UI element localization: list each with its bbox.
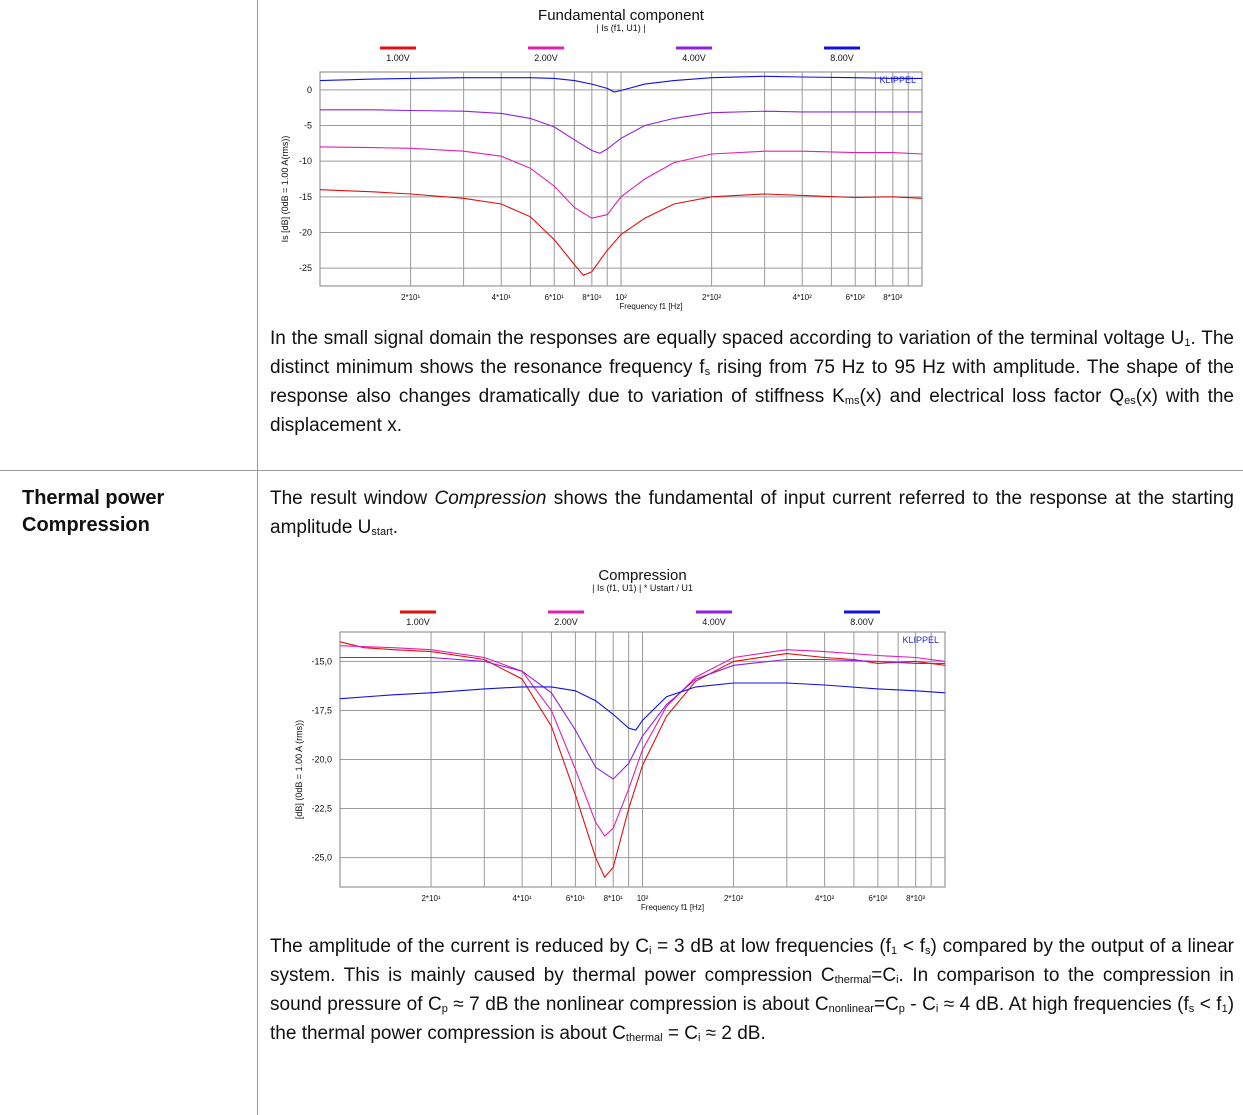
y-axis-label: [dB] (0dB = 1.00 A (rms)) [294,720,304,819]
y-tick-label: -25 [299,263,312,273]
chart-subtitle: | Is (f1, U1) | * Ustart / U1 [592,583,693,593]
text-run: ≈ 4 dB. At high frequencies (f [938,994,1188,1015]
subscript-text: ms [845,395,860,407]
y-axis-label: Is [dB] (0dB = 1.00 A(rms)) [280,136,290,243]
legend-label: 2.00V [534,53,558,63]
x-tick-label: 8*10² [883,293,902,302]
x-tick-label: 4*10² [815,894,834,903]
x-tick-label: 2*10¹ [401,293,420,302]
x-tick-label: 2*10² [702,293,721,302]
x-tick-label: 6*10¹ [545,293,564,302]
text-run: The result window [270,488,435,509]
chart-subtitle: | Is (f1, U1) | [596,23,645,33]
legend-label: 8.00V [850,617,874,627]
y-tick-label: -15 [299,192,312,202]
legend-label: 1.00V [406,617,430,627]
x-tick-label: 2*10¹ [421,894,440,903]
paragraph-compression-window: The result window Compression shows the … [270,484,1234,542]
legend-label: 4.00V [682,53,706,63]
x-tick-label: 4*10¹ [513,894,532,903]
legend-label: 4.00V [702,617,726,627]
compression-chart-svg: Compression| Is (f1, U1) | * Ustart / U1… [270,562,970,922]
section-label: Thermal power Compression [22,485,164,539]
table-row-divider [0,470,1243,471]
text-run: ≈ 7 dB the nonlinear compression is abou… [448,994,829,1015]
fundamental-component-chart-svg: Fundamental component| Is (f1, U1) | 1.00… [270,2,970,324]
x-tick-label: 8*10² [906,894,925,903]
x-axis-label: Frequency f1 [Hz] [619,302,682,311]
y-tick-label: -20 [299,228,312,238]
text-run: = 3 dB at low frequencies (f [651,936,891,957]
x-tick-label: 8*10¹ [582,293,601,302]
subscript-text: es [1124,395,1136,407]
legend-label: 1.00V [386,53,410,63]
text-run: < f [897,936,925,957]
y-tick-label: -25,0 [311,853,332,863]
legend-label: 8.00V [830,53,854,63]
subscript-text: thermal [835,974,872,986]
text-run: - C [905,994,936,1015]
chart-title: Compression [598,567,686,584]
text-run: < f [1194,994,1221,1015]
text-run: ≈ 2 dB. [700,1023,765,1044]
compression-chart: Compression | Is (f1, U1) | * Ustart / U1… [270,562,970,922]
x-tick-label: 6*10¹ [566,894,585,903]
x-tick-label: 4*10² [793,293,812,302]
x-axis-label: Frequency f1 [Hz] [641,903,704,912]
paragraph-compression-analysis: The amplitude of the current is reduced … [270,932,1234,1048]
x-tick-label: 2*10² [724,894,743,903]
x-tick-label: 8*10¹ [604,894,623,903]
italic-text: Compression [435,488,547,509]
table-column-divider [257,0,258,1115]
subscript-text: start [371,526,392,538]
y-tick-label: 0 [307,85,312,95]
y-tick-label: -22,5 [311,804,332,814]
text-run: (x) and electrical loss factor Q [860,386,1125,407]
y-tick-label: -10 [299,156,312,166]
subscript-text: thermal [626,1032,663,1044]
x-tick-label: 6*10² [846,293,865,302]
text-run: = C [663,1023,698,1044]
text-run: =C [871,965,896,986]
chart-title: Fundamental component [538,7,705,24]
y-tick-label: -17,5 [311,705,332,715]
x-tick-label: 4*10¹ [492,293,511,302]
y-tick-label: -15,0 [311,656,332,666]
section-label-line-2: Compression [22,512,164,539]
legend-label: 2.00V [554,617,578,627]
text-run: In the small signal domain the responses… [270,328,1184,349]
section-label-line-1: Thermal power [22,485,164,512]
y-tick-label: -5 [304,121,312,131]
y-tick-label: -20,0 [311,755,332,765]
x-tick-label: 6*10² [868,894,887,903]
text-run: =C [874,994,899,1015]
klippel-watermark: KLIPPEL [879,75,916,85]
fundamental-component-chart: Fundamental component | Is (f1, U1) | 1.00… [270,2,970,324]
x-tick-label: 10² [637,894,649,903]
x-tick-label: 10² [615,293,627,302]
text-run: . [393,517,398,538]
text-run: The amplitude of the current is reduced … [270,936,649,957]
paragraph-small-signal: In the small signal domain the responses… [270,324,1234,440]
klippel-watermark: KLIPPEL [902,635,939,645]
subscript-text: nonlinear [829,1003,874,1015]
